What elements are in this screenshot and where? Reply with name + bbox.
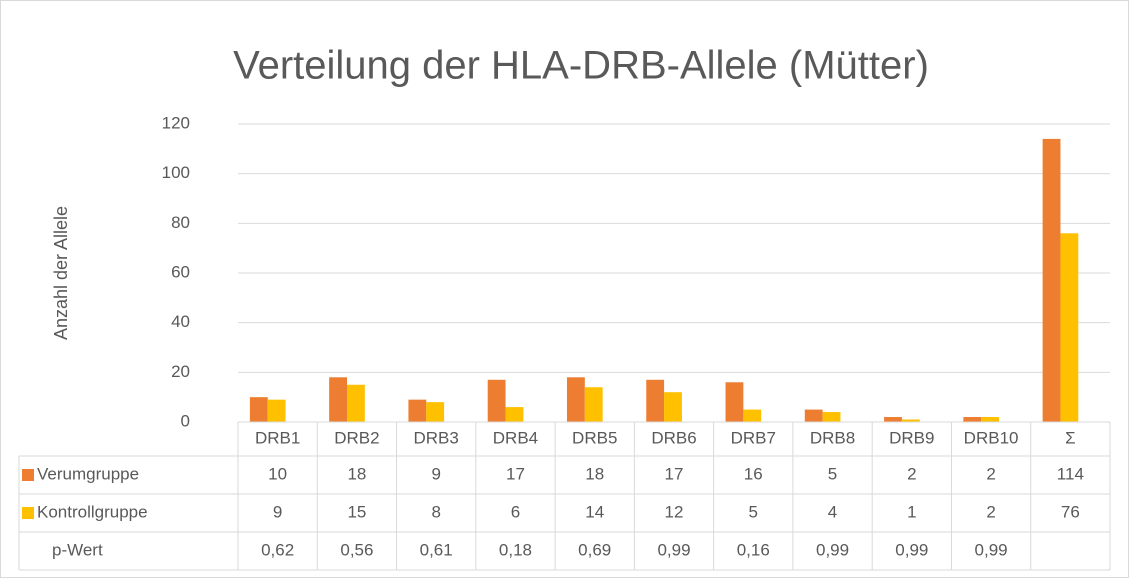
x-tick-label: DRB5 [572,428,617,447]
table-value: 0,61 [420,540,453,559]
y-tick-label: 80 [171,213,190,232]
legend-key [22,469,34,481]
row-label: p-Wert [52,540,103,559]
table-value: 14 [585,502,604,521]
table-value: 9 [431,464,440,483]
x-tick-label: DRB2 [334,428,379,447]
y-tick-label: 100 [162,163,190,182]
legend-label: Verumgruppe [37,464,139,483]
x-tick-label: DRB8 [810,428,855,447]
table-value: 4 [828,502,837,521]
table-value: 0,16 [737,540,770,559]
bar [822,412,841,422]
x-tick-label: DRB6 [651,428,696,447]
table-value: 2 [907,464,916,483]
table-value: 76 [1061,502,1080,521]
bar [584,387,603,422]
x-tick-label: DRB3 [414,428,459,447]
table-value: 12 [665,502,684,521]
bar [664,392,682,422]
bar [743,409,762,422]
table-value: 2 [986,502,995,521]
table-value: 0,62 [261,540,294,559]
bar [1060,233,1079,422]
bar [884,417,902,422]
y-tick-label: 120 [162,113,190,132]
table-value: 0,69 [578,540,611,559]
bar [347,384,365,422]
table-value: 18 [585,464,604,483]
bar [426,402,445,422]
table-value: 0,99 [657,540,690,559]
bar [901,419,920,422]
table-value: 0,99 [975,540,1008,559]
table-value: 2 [986,464,995,483]
table-value: 9 [273,502,282,521]
table-value: 0,18 [499,540,532,559]
bar [1042,138,1061,422]
table-value: 1 [907,502,916,521]
table-value: 0,56 [340,540,373,559]
table-value: 6 [511,502,520,521]
x-tick-label: DRB4 [493,428,538,447]
bar [646,379,665,422]
chart-title: Verteilung der HLA-DRB-Allele (Mütter) [233,44,929,88]
table-value: 17 [665,464,684,483]
x-tick-label: DRB9 [889,428,934,447]
y-tick-label: 40 [171,312,190,331]
table-value: 8 [431,502,440,521]
bar [329,377,347,422]
bar [267,399,286,422]
bar [487,379,506,422]
y-tick-label: 60 [171,262,190,281]
bar [566,377,585,422]
table-value: 15 [347,502,366,521]
table-value: 18 [347,464,366,483]
x-tick-label: DRB1 [255,428,300,447]
table-value: 10 [268,464,287,483]
table-value: 0,99 [895,540,928,559]
y-tick-label: 0 [181,411,190,430]
bar [505,407,524,422]
x-tick-label: Σ [1065,428,1076,447]
legend-key [22,507,34,519]
bar [408,399,427,422]
bar [804,409,823,422]
table-value: 17 [506,464,525,483]
table-value: 114 [1057,464,1084,483]
x-tick-label: DRB7 [731,428,776,447]
table-value: 0,99 [816,540,849,559]
bar [981,417,1000,422]
bar [725,382,744,422]
bar [963,417,982,422]
bar [249,397,268,422]
table-value: 16 [744,464,763,483]
y-axis-label: Anzahl der Allele [51,206,71,340]
table-value: 5 [828,464,837,483]
y-tick-label: 20 [171,362,190,381]
table-value: 5 [749,502,758,521]
x-tick-label: DRB10 [964,428,1019,447]
legend-label: Kontrollgruppe [37,502,148,521]
